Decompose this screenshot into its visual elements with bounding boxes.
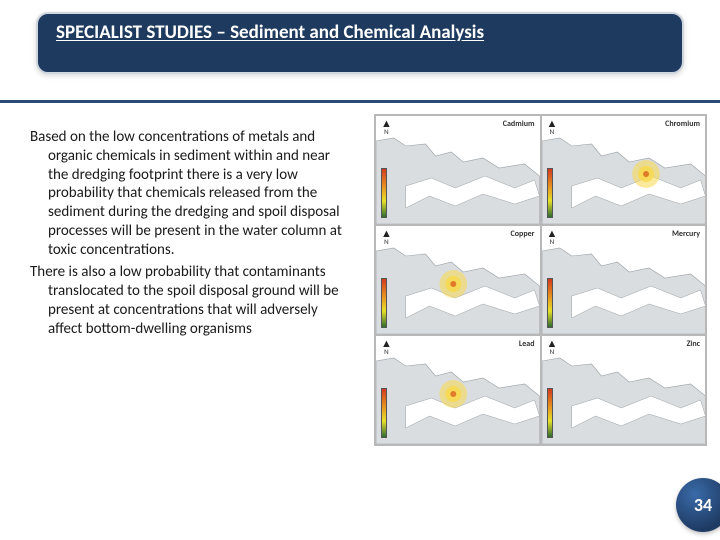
map-panel: ▲ Lead <box>376 336 540 444</box>
legend-colorbar <box>381 168 387 218</box>
map-panel-label: Mercury <box>672 229 700 239</box>
legend-colorbar <box>547 388 553 438</box>
map-panel-label: Copper <box>511 229 535 239</box>
map-panel: ▲ Copper <box>376 226 540 334</box>
north-arrow-icon: ▲ <box>381 120 392 134</box>
north-arrow-icon: ▲ <box>547 120 558 134</box>
legend-colorbar <box>381 278 387 328</box>
north-arrow-icon: ▲ <box>547 230 558 244</box>
north-arrow-icon: ▲ <box>381 340 392 354</box>
north-arrow-icon: ▲ <box>381 230 392 244</box>
north-arrow-icon: ▲ <box>547 340 558 354</box>
page-title: SPECIALIST STUDIES – Sediment and Chemic… <box>56 22 664 45</box>
map-panel: ▲ Mercury <box>542 226 706 334</box>
map-panel-label: Cadmium <box>503 119 535 129</box>
map-panel-label: Chromium <box>665 119 700 129</box>
paragraph-1: Based on the low concentrations of metal… <box>30 128 350 259</box>
map-panel: ▲ Cadmium <box>376 116 540 224</box>
divider <box>0 100 720 103</box>
paragraph-2: There is also a low probability that con… <box>30 263 350 338</box>
map-panel-label: Zinc <box>687 339 700 349</box>
page-number: 34 <box>694 494 712 516</box>
map-panel: ▲ Chromium <box>542 116 706 224</box>
title-banner: SPECIALIST STUDIES – Sediment and Chemic… <box>36 12 684 74</box>
map-grid: ▲ Cadmium ▲ Chromium ▲ Copper ▲ Mercury ▲ Lead ▲ Zi… <box>374 114 707 446</box>
page-number-badge: 34 <box>676 478 720 532</box>
body-text: Based on the low concentrations of metal… <box>30 128 350 342</box>
legend-colorbar <box>381 388 387 438</box>
map-panel-label: Lead <box>519 339 535 349</box>
legend-colorbar <box>547 168 553 218</box>
map-panel: ▲ Zinc <box>542 336 706 444</box>
legend-colorbar <box>547 278 553 328</box>
